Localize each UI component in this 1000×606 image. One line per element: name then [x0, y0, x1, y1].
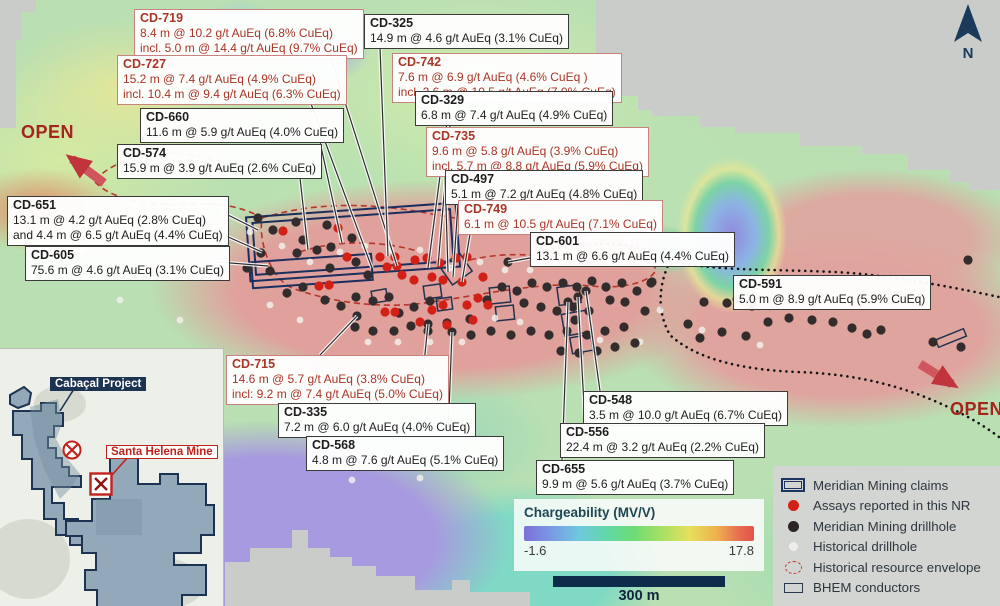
- map-legend: Meridian Mining claims Assays reported in…: [773, 466, 1000, 606]
- legend-item-3: Historical drillhole: [781, 537, 992, 558]
- legend-item-label: Historical drillhole: [813, 539, 918, 555]
- inset-label-cabacal-project: Cabaçal Project: [50, 377, 147, 391]
- legend-item-2: Meridian Mining drillhole: [781, 516, 992, 537]
- legend-item-5: BHEM conductors: [781, 578, 992, 599]
- bhem-icon: [783, 582, 803, 593]
- legend-item-label: Assays reported in this NR: [813, 498, 971, 514]
- env-icon: [784, 560, 802, 574]
- scale-bar: 300 m: [553, 576, 725, 604]
- chargeability-gradient-bar: [524, 526, 754, 541]
- hist-icon: [788, 542, 798, 552]
- chargeability-panel: Chargeability (MV/V) -1.6 17.8: [514, 499, 764, 571]
- north-letter: N: [962, 45, 974, 62]
- drillhole-dots: [58, 206, 973, 484]
- legend-item-1: Assays reported in this NR: [781, 496, 992, 517]
- chargeability-min: -1.6: [524, 543, 547, 558]
- mine-symbol-box: [89, 472, 113, 496]
- legend-item-label: Meridian Mining claims: [813, 477, 949, 493]
- legend-item-4: Historical resource envelope: [781, 557, 992, 578]
- assay-icon: [787, 500, 799, 512]
- claims-icon: [781, 478, 805, 493]
- mer-icon: [787, 520, 799, 532]
- legend-item-0: Meridian Mining claims: [781, 475, 992, 496]
- open-label-west: OPEN: [21, 122, 75, 142]
- inset-label-santa-helena-mine: Santa Helena Mine: [106, 445, 218, 459]
- legend-item-label: Historical resource envelope: [813, 559, 981, 575]
- dotted-envelope: [551, 242, 1000, 439]
- open-arrow-bottom-right: [917, 360, 959, 389]
- open-arrow-top-left: [65, 154, 107, 187]
- scale-bar-rect: [553, 576, 725, 587]
- inset-map: Cabaçal Project Santa Helena Mine: [0, 348, 224, 606]
- legend-item-label: BHEM conductors: [813, 580, 921, 596]
- open-label-east: OPEN: [950, 399, 1000, 419]
- historical-resource-envelope: [94, 152, 657, 306]
- scale-bar-label: 300 m: [618, 588, 660, 604]
- inset-map-graphics: [0, 385, 215, 606]
- north-arrow-icon: [954, 4, 982, 42]
- chargeability-title: Chargeability (MV/V): [524, 505, 656, 520]
- north-arrow: N: [946, 4, 990, 62]
- mine-symbol-circle: [62, 440, 82, 460]
- legend-item-label: Meridian Mining drillhole: [813, 518, 957, 534]
- chargeability-max: 17.8: [728, 543, 754, 558]
